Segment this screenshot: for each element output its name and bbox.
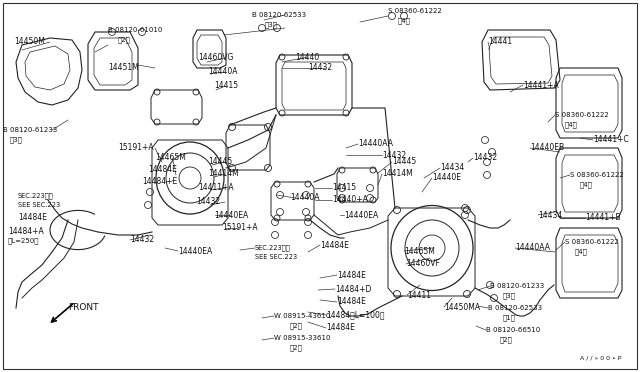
Text: 14441+C: 14441+C bbox=[593, 135, 628, 144]
Text: B 08120-62533: B 08120-62533 bbox=[252, 12, 306, 18]
Text: 14445: 14445 bbox=[208, 157, 232, 167]
Text: B 08120-66510: B 08120-66510 bbox=[486, 327, 540, 333]
Text: （4）: （4） bbox=[565, 122, 578, 128]
Text: W 08915-43610: W 08915-43610 bbox=[274, 313, 330, 319]
Text: 14414M: 14414M bbox=[382, 170, 413, 179]
Text: （4）: （4） bbox=[398, 18, 411, 24]
Text: 14465M: 14465M bbox=[404, 247, 435, 256]
Text: 14484+D: 14484+D bbox=[335, 285, 371, 294]
Text: （4）: （4） bbox=[580, 182, 593, 188]
Text: 14440A: 14440A bbox=[208, 67, 237, 77]
Text: 14445: 14445 bbox=[392, 157, 416, 167]
Text: （2）: （2） bbox=[500, 337, 513, 343]
Text: 14484（L=100）: 14484（L=100） bbox=[326, 311, 385, 320]
Text: 15191+A: 15191+A bbox=[118, 144, 154, 153]
Text: 14434: 14434 bbox=[440, 164, 464, 173]
Text: 14432: 14432 bbox=[196, 198, 220, 206]
Text: B 08120-61010: B 08120-61010 bbox=[108, 27, 163, 33]
Text: 14440: 14440 bbox=[295, 52, 319, 61]
Text: 14441: 14441 bbox=[488, 38, 512, 46]
Text: （3）: （3） bbox=[503, 293, 516, 299]
Text: 14484E: 14484E bbox=[337, 298, 366, 307]
Text: （4）: （4） bbox=[575, 249, 588, 255]
Text: 14434: 14434 bbox=[538, 211, 563, 219]
Text: S 08360-61222: S 08360-61222 bbox=[570, 172, 624, 178]
Text: S 08360-61222: S 08360-61222 bbox=[555, 112, 609, 118]
Text: 14484+E: 14484+E bbox=[142, 176, 177, 186]
Text: 14484E: 14484E bbox=[326, 324, 355, 333]
Text: 14432: 14432 bbox=[308, 64, 332, 73]
Text: （1）: （1） bbox=[503, 315, 516, 321]
Text: 14484+A: 14484+A bbox=[8, 228, 44, 237]
Text: 14460VF: 14460VF bbox=[406, 260, 440, 269]
Text: （2）: （2） bbox=[290, 323, 303, 329]
Text: 14460VG: 14460VG bbox=[198, 54, 234, 62]
Text: 14440AA: 14440AA bbox=[515, 244, 550, 253]
Text: 14440EA: 14440EA bbox=[214, 211, 248, 219]
Text: W 08915-33610: W 08915-33610 bbox=[274, 335, 330, 341]
Text: 14440EB: 14440EB bbox=[530, 144, 564, 153]
Text: 14415: 14415 bbox=[332, 183, 356, 192]
Text: （3）: （3） bbox=[265, 22, 278, 28]
Text: B 08120-61233: B 08120-61233 bbox=[3, 127, 57, 133]
Text: 15191+A: 15191+A bbox=[222, 224, 258, 232]
Text: 14451M: 14451M bbox=[108, 64, 139, 73]
Text: B 08120-62533: B 08120-62533 bbox=[488, 305, 542, 311]
Text: 14484E: 14484E bbox=[337, 270, 366, 279]
Text: 14465M: 14465M bbox=[155, 154, 186, 163]
Text: 14411: 14411 bbox=[407, 291, 431, 299]
Text: SEE SEC.223: SEE SEC.223 bbox=[255, 254, 297, 260]
Text: 14450MA: 14450MA bbox=[444, 302, 480, 311]
Text: 14432: 14432 bbox=[130, 235, 154, 244]
Text: 14432: 14432 bbox=[382, 151, 406, 160]
Text: （2）: （2） bbox=[118, 37, 131, 43]
Text: 14484E: 14484E bbox=[18, 214, 47, 222]
Text: 14415: 14415 bbox=[214, 81, 238, 90]
Text: SEC.223参照: SEC.223参照 bbox=[18, 193, 54, 199]
Text: 14441+B: 14441+B bbox=[585, 214, 621, 222]
Text: 14441+A: 14441+A bbox=[523, 80, 559, 90]
Text: 14440+A: 14440+A bbox=[332, 196, 368, 205]
Text: 14411+A: 14411+A bbox=[198, 183, 234, 192]
Text: 14440EA: 14440EA bbox=[178, 247, 212, 256]
Text: SEE SEC.223: SEE SEC.223 bbox=[18, 202, 60, 208]
Text: A / / » 0 0 • P: A / / » 0 0 • P bbox=[580, 356, 621, 360]
Text: B 08120-61233: B 08120-61233 bbox=[490, 283, 544, 289]
Text: SEC.223参照: SEC.223参照 bbox=[255, 245, 291, 251]
Text: 14440EA: 14440EA bbox=[344, 211, 378, 219]
Text: FRONT: FRONT bbox=[68, 304, 99, 312]
Text: S 08360-61222: S 08360-61222 bbox=[565, 239, 619, 245]
Text: S 08360-61222: S 08360-61222 bbox=[388, 8, 442, 14]
Text: 14484E: 14484E bbox=[320, 241, 349, 250]
Text: 14440E: 14440E bbox=[432, 173, 461, 183]
Text: （2）: （2） bbox=[290, 345, 303, 351]
Text: 14414M: 14414M bbox=[208, 170, 239, 179]
Text: 14432: 14432 bbox=[473, 154, 497, 163]
Text: （L=250）: （L=250） bbox=[8, 238, 40, 244]
Text: 14484E: 14484E bbox=[148, 166, 177, 174]
Text: 14450M: 14450M bbox=[14, 38, 45, 46]
Text: （3）: （3） bbox=[10, 137, 23, 143]
Text: 14440A: 14440A bbox=[290, 193, 319, 202]
Text: 14440AA: 14440AA bbox=[358, 140, 393, 148]
